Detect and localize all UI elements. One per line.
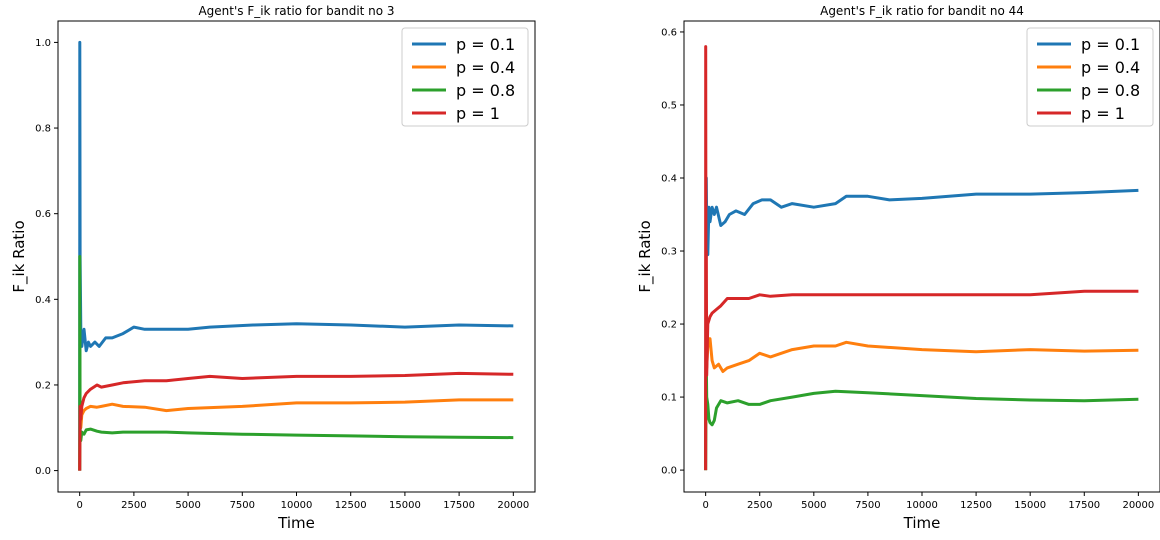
y-tick-label: 0.8 [35, 124, 51, 135]
legend-box [401, 27, 529, 127]
legend-label-2: p = 0.4 [1081, 58, 1140, 77]
y-tick-label: 0.0 [661, 466, 677, 477]
series-line-4 [78, 371, 514, 471]
x-tick-label: 2500 [747, 500, 772, 511]
x-tick-label: 10000 [906, 500, 938, 511]
x-tick-label: 20000 [1122, 500, 1154, 511]
y-tick-label: 0.2 [661, 320, 677, 331]
series-line-4 [704, 45, 1139, 471]
y-tick-label: 0.4 [661, 174, 677, 185]
legend-label-3: p = 0.8 [456, 81, 515, 100]
series-line-2 [704, 322, 1139, 471]
legend-label-1: p = 0.1 [456, 35, 515, 54]
y-axis-label: F_ik Ratio [636, 220, 655, 292]
y-tick-label: 0.1 [661, 393, 677, 404]
series-line-1 [78, 40, 514, 471]
legend-label-1: p = 0.1 [1081, 35, 1140, 54]
x-axis-label: Time [277, 514, 315, 532]
series-line-3 [78, 255, 514, 471]
x-tick-label: 2500 [121, 500, 146, 511]
x-axis-label: Time [903, 514, 941, 532]
legend: p = 0.1 p = 0.4 p = 0.8 p = 1 [1026, 27, 1154, 127]
x-tick-label: 12500 [960, 500, 992, 511]
x-tick-label: 0 [76, 500, 82, 511]
x-tick-label: 12500 [335, 500, 367, 511]
y-tick-label: 0.4 [35, 295, 51, 306]
x-tick-label: 20000 [497, 500, 529, 511]
x-tick-label: 5000 [801, 500, 826, 511]
y-tick-label: 0.3 [661, 247, 677, 258]
y-tick-label: 0.6 [661, 27, 677, 38]
series-line-1 [704, 176, 1139, 471]
x-tick-label: 15000 [389, 500, 421, 511]
y-tick-label: 0.2 [35, 380, 51, 391]
x-tick-label: 0 [702, 500, 708, 511]
x-tick-label: 15000 [1014, 500, 1046, 511]
y-tick-label: 0.6 [35, 209, 51, 220]
series-line-3 [704, 344, 1139, 471]
x-tick-label: 17500 [443, 500, 475, 511]
legend-label-4: p = 1 [456, 104, 500, 123]
x-tick-label: 10000 [281, 500, 313, 511]
y-tick-label: 0.5 [661, 100, 677, 111]
chart-title: Agent's F_ik ratio for bandit no 44 [820, 4, 1024, 18]
legend: p = 0.1 p = 0.4 p = 0.8 p = 1 [401, 27, 529, 127]
legend-label-2: p = 0.4 [456, 58, 515, 77]
x-tick-label: 17500 [1068, 500, 1100, 511]
chart-1: Agent's F_ik ratio for bandit no 3 0 2500 5… [10, 4, 536, 532]
chart-title: Agent's F_ik ratio for bandit no 3 [198, 4, 394, 18]
legend-box [1026, 27, 1154, 127]
y-tick-label: 1.0 [35, 38, 51, 49]
legend-label-3: p = 0.8 [1081, 81, 1140, 100]
x-tick-label: 7500 [230, 500, 255, 511]
legend-label-4: p = 1 [1081, 104, 1125, 123]
chart-2: Agent's F_ik ratio for bandit no 44 0 2500… [636, 4, 1160, 532]
y-tick-label: 0.0 [35, 466, 51, 477]
y-axis-label: F_ik Ratio [10, 220, 29, 292]
x-tick-label: 5000 [175, 500, 200, 511]
x-tick-label: 7500 [855, 500, 880, 511]
